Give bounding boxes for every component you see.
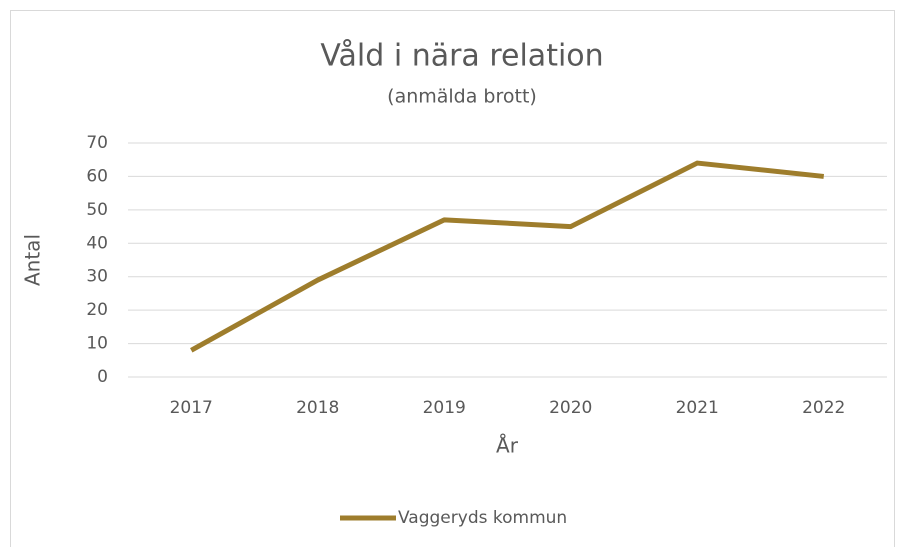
y-axis-label: Antal xyxy=(21,234,45,286)
y-tick-label: 60 xyxy=(86,166,108,186)
chart-title: Våld i nära relation xyxy=(320,39,603,74)
x-tick-label: 2021 xyxy=(676,398,719,418)
y-tick-label: 50 xyxy=(86,200,108,220)
x-axis-label: År xyxy=(496,434,519,458)
y-tick-label: 30 xyxy=(86,267,108,287)
x-tick-label: 2017 xyxy=(170,398,213,418)
chart-border xyxy=(10,10,895,547)
x-tick-label: 2018 xyxy=(296,398,339,418)
x-tick-label: 2020 xyxy=(549,398,592,418)
chart-subtitle: (anmälda brott) xyxy=(387,86,537,108)
legend-label: Vaggeryds kommun xyxy=(398,508,567,528)
x-tick-label: 2019 xyxy=(423,398,466,418)
x-tick-label: 2022 xyxy=(802,398,845,418)
y-tick-label: 0 xyxy=(97,367,108,387)
y-tick-label: 20 xyxy=(86,300,108,320)
data-line xyxy=(190,160,825,353)
y-tick-label: 40 xyxy=(86,233,108,253)
y-tick-label: 10 xyxy=(86,334,108,354)
y-tick-label: 70 xyxy=(86,133,108,153)
